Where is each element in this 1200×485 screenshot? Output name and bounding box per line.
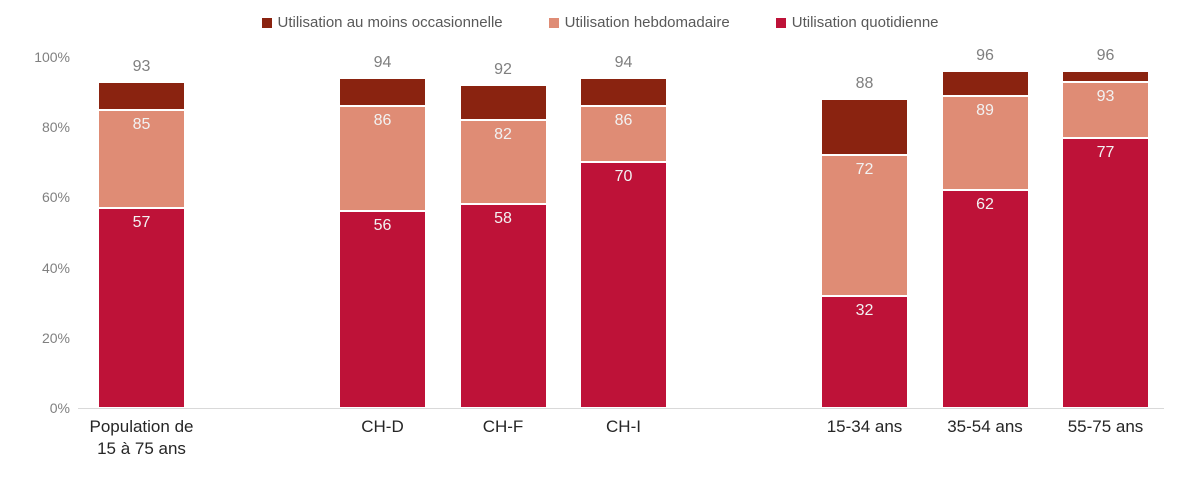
x-category-label: 55-75 ans: [1067, 417, 1144, 436]
segment-utilisation-hebdomadaire: 82: [459, 120, 547, 205]
segment-utilisation-hebdomadaire: 85: [98, 109, 185, 208]
legend-item-utilisation-quotidienne: Utilisation quotidienne: [775, 14, 939, 31]
segment-utilisation-quotidienne: 70: [580, 162, 667, 408]
bar-ch-f: 58 82 92: [459, 61, 547, 408]
x-category-label: 15-34 ans: [826, 417, 903, 436]
x-category-label: CH-D: [361, 417, 404, 436]
segment-value-label: 70: [614, 168, 633, 186]
segment-value-label: 62: [976, 196, 994, 214]
bar-population-de-15-75-ans: 57 85 93: [98, 58, 185, 408]
segment-utilisation-hebdomadaire: 93: [1062, 81, 1149, 138]
y-tick-label: 0%: [49, 400, 70, 416]
legend-label: Utilisation hebdomadaire: [564, 14, 730, 31]
segment-utilisation-quotidienne: 58: [459, 204, 547, 408]
segment-utilisation-hebdomadaire: 89: [941, 95, 1029, 191]
bar-total-label: 96: [976, 47, 994, 65]
segment-utilisation-au-moins-occasionnelle: [821, 99, 908, 156]
segment-value-label: 89: [976, 101, 994, 119]
bar-35-54-ans: 62 89 96: [941, 47, 1029, 408]
bar-ch-i: 70 86 94: [580, 54, 667, 408]
segment-utilisation-quotidienne: 56: [339, 211, 426, 408]
y-tick-label: 40%: [41, 259, 70, 276]
bar-total-label: 92: [494, 61, 512, 79]
segment-value-label: 93: [1096, 87, 1115, 105]
chart-legend: Utilisation au moins occasionnelle Utilis…: [0, 14, 1200, 31]
legend-swatch-icon: [261, 17, 272, 28]
segment-value-label: 32: [855, 301, 874, 319]
y-tick-label: 20%: [41, 329, 70, 346]
segment-utilisation-au-moins-occasionnelle: [580, 78, 667, 107]
segment-utilisation-au-moins-occasionnelle: [339, 78, 426, 107]
x-category-label: 35-54 ans: [947, 417, 1023, 436]
x-category-label: CH-F: [482, 417, 524, 436]
x-category-label: CH-I: [606, 417, 641, 436]
segment-value-label: 58: [494, 210, 512, 228]
segment-utilisation-au-moins-occasionnelle: [941, 71, 1029, 96]
bar-total-label: 93: [132, 57, 151, 75]
segment-value-label: 72: [855, 161, 874, 179]
segment-utilisation-quotidienne: 62: [941, 190, 1029, 408]
bar-total-label: 88: [855, 75, 874, 93]
segment-value-label: 86: [614, 112, 633, 130]
segment-value-label: 77: [1096, 143, 1115, 161]
legend-label: Utilisation au moins occasionnelle: [277, 14, 503, 31]
x-axis-line: [78, 408, 1164, 409]
segment-utilisation-hebdomadaire: 72: [821, 155, 908, 296]
segment-utilisation-hebdomadaire: 86: [580, 106, 667, 163]
segment-value-label: 57: [132, 213, 151, 231]
segment-utilisation-quotidienne: 32: [821, 295, 908, 408]
segment-utilisation-au-moins-occasionnelle: [1062, 71, 1149, 82]
legend-item-utilisation-au-moins-occasionnelle: Utilisation au moins occasionnelle: [261, 14, 503, 31]
legend-label: Utilisation quotidienne: [791, 14, 939, 31]
segment-value-label: 85: [132, 115, 151, 133]
segment-utilisation-hebdomadaire: 86: [339, 106, 426, 212]
segment-utilisation-au-moins-occasionnelle: [98, 81, 185, 110]
segment-utilisation-quotidienne: 77: [1062, 137, 1149, 408]
x-category-label: Population de 15 à 75 ans: [89, 417, 194, 458]
legend-item-utilisation-hebdomadaire: Utilisation hebdomadaire: [548, 14, 730, 31]
y-tick-label: 80%: [41, 119, 70, 136]
segment-value-label: 86: [373, 112, 392, 130]
legend-swatch-icon: [548, 17, 559, 28]
y-tick-label: 100%: [34, 49, 70, 65]
bar-total-label: 94: [614, 54, 633, 72]
y-tick-label: 60%: [41, 189, 70, 206]
bar-15-34-ans: 32 72 88: [821, 75, 908, 408]
bar-55-75-ans: 77 93 96: [1062, 47, 1149, 408]
bar-total-label: 94: [373, 54, 392, 72]
bar-ch-d: 56 86 94: [339, 54, 426, 408]
segment-utilisation-au-moins-occasionnelle: [459, 85, 547, 121]
legend-swatch-icon: [775, 17, 786, 28]
segment-value-label: 82: [494, 126, 512, 144]
segment-value-label: 56: [373, 217, 392, 235]
bar-total-label: 96: [1096, 47, 1115, 65]
segment-utilisation-quotidienne: 57: [98, 207, 185, 408]
plot-area: 57 85 93 56 86 94 58 82 92 70 86 94 32 72 88 62 89 96 77 93…: [78, 47, 1164, 408]
